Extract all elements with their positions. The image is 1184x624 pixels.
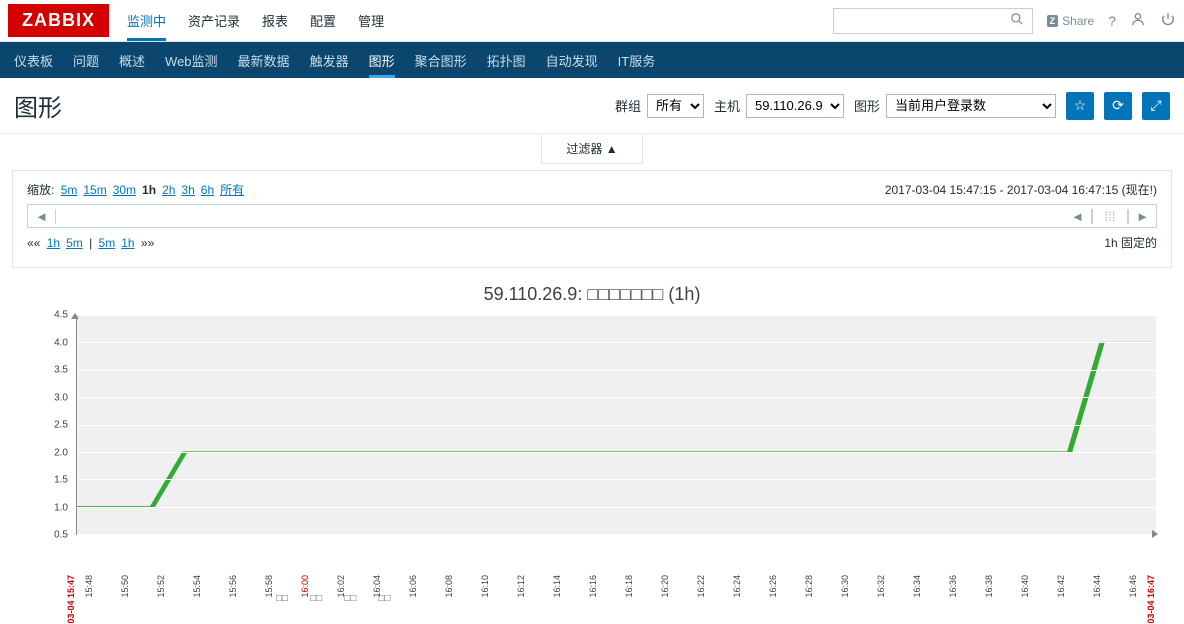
power-icon[interactable] — [1160, 11, 1176, 30]
topnav: 监测中资产记录报表配置管理 — [127, 1, 833, 40]
topnav-item[interactable]: 监测中 — [127, 1, 166, 40]
time-slider[interactable]: ◄ ◄ ⁞⁞⁞ ► — [27, 204, 1157, 228]
filter-host: 主机 59.110.26.9 — [714, 94, 844, 118]
chart-title: 59.110.26.9: □□□□□□□ (1h) — [12, 284, 1172, 305]
subnav-item[interactable]: 自动发现 — [546, 43, 598, 78]
zoom-option[interactable]: 15m — [83, 183, 106, 197]
group-select[interactable]: 所有 — [647, 94, 704, 118]
plot-area — [76, 315, 1156, 535]
subnav-item[interactable]: 概述 — [119, 43, 145, 78]
help-icon[interactable]: ? — [1108, 13, 1116, 29]
subnav-item[interactable]: 仪表板 — [14, 43, 53, 78]
slider-right-end-icon[interactable]: ► — [1128, 209, 1156, 224]
subnav-item[interactable]: 最新数据 — [238, 43, 290, 78]
nav-links: «« 1h5m | 5m1h »» — [27, 236, 154, 250]
y-axis: 0.51.01.52.02.53.03.54.04.5 — [42, 315, 72, 535]
logo: ZABBIX — [8, 4, 109, 37]
host-select[interactable]: 59.110.26.9 — [746, 94, 844, 118]
topnav-item[interactable]: 管理 — [358, 1, 384, 40]
group-label: 群组 — [615, 96, 641, 115]
nav-fwd[interactable]: 5m — [99, 236, 116, 250]
nav-fwd[interactable]: 1h — [121, 236, 134, 250]
x-axis: 03-04 15:4715:4815:5015:5215:5415:5615:5… — [76, 535, 1156, 575]
favorite-button[interactable]: ☆ — [1066, 92, 1094, 120]
host-label: 主机 — [714, 96, 740, 115]
filter-toggle[interactable]: 过滤器 ▲ — [541, 134, 642, 164]
zoom-option[interactable]: 1h — [142, 183, 156, 197]
subnav-item[interactable]: 触发器 — [310, 43, 349, 78]
slider-grip-icon[interactable]: ⁞⁞⁞ — [1092, 209, 1128, 224]
top-tools: ZShare ? — [833, 8, 1176, 34]
filter-graph: 图形 当前用户登录数 — [854, 94, 1056, 118]
share-link[interactable]: ZShare — [1047, 14, 1095, 28]
page-header: 图形 群组 所有 主机 59.110.26.9 图形 当前用户登录数 ☆ ⟳ ⤢ — [0, 78, 1184, 134]
subnav-item[interactable]: 问题 — [73, 43, 99, 78]
timeline-panel: 缩放: 5m15m30m1h2h3h6h所有 2017-03-04 15:47:… — [12, 170, 1172, 268]
fixed-label: 1h 固定的 — [1104, 234, 1157, 251]
zoom-option[interactable]: 2h — [162, 183, 175, 197]
topbar: ZABBIX 监测中资产记录报表配置管理 ZShare ? — [0, 0, 1184, 42]
filter-toggle-row: 过滤器 ▲ — [0, 134, 1184, 164]
time-range: 2017-03-04 15:47:15 - 2017-03-04 16:47:1… — [885, 181, 1157, 198]
nav-back[interactable]: 5m — [66, 236, 83, 250]
graph-label: 图形 — [854, 96, 880, 115]
subnav-item[interactable]: IT服务 — [618, 43, 656, 78]
filter-group: 群组 所有 — [615, 94, 704, 118]
user-icon[interactable] — [1130, 11, 1146, 30]
zoom-option[interactable]: 30m — [113, 183, 136, 197]
subnav-item[interactable]: 拓扑图 — [487, 43, 526, 78]
chart: 0.51.01.52.02.53.03.54.04.5 03-04 15:471… — [76, 315, 1156, 575]
nav-back[interactable]: 1h — [47, 236, 60, 250]
topnav-item[interactable]: 配置 — [310, 1, 336, 40]
zoom-option[interactable]: 所有 — [220, 183, 244, 197]
graph-select[interactable]: 当前用户登录数 — [886, 94, 1056, 118]
subnav: 仪表板问题概述 Web监测最新数据触发器图形聚合图形拓扑图自动发现 IT服务 — [0, 42, 1184, 78]
page-title: 图形 — [14, 88, 605, 123]
subnav-item[interactable]: 图形 — [369, 43, 395, 78]
topnav-item[interactable]: 资产记录 — [188, 1, 240, 40]
zoom-option[interactable]: 6h — [201, 183, 214, 197]
fullscreen-button[interactable]: ⤢ — [1142, 92, 1170, 120]
zoom-row: 缩放: 5m15m30m1h2h3h6h所有 — [27, 181, 247, 198]
zoom-option[interactable]: 5m — [61, 183, 78, 197]
subnav-item[interactable]: 聚合图形 — [415, 43, 467, 78]
search-input[interactable] — [833, 8, 1033, 34]
search-icon — [1010, 12, 1024, 29]
slider-right-start-icon[interactable]: ◄ — [1064, 209, 1092, 224]
subnav-item[interactable]: Web监测 — [165, 43, 218, 78]
zoom-option[interactable]: 3h — [181, 183, 194, 197]
chart-area: 59.110.26.9: □□□□□□□ (1h) 0.51.01.52.02.… — [12, 284, 1172, 604]
refresh-button[interactable]: ⟳ — [1104, 92, 1132, 120]
topnav-item[interactable]: 报表 — [262, 1, 288, 40]
slider-left-icon[interactable]: ◄ — [28, 209, 56, 224]
